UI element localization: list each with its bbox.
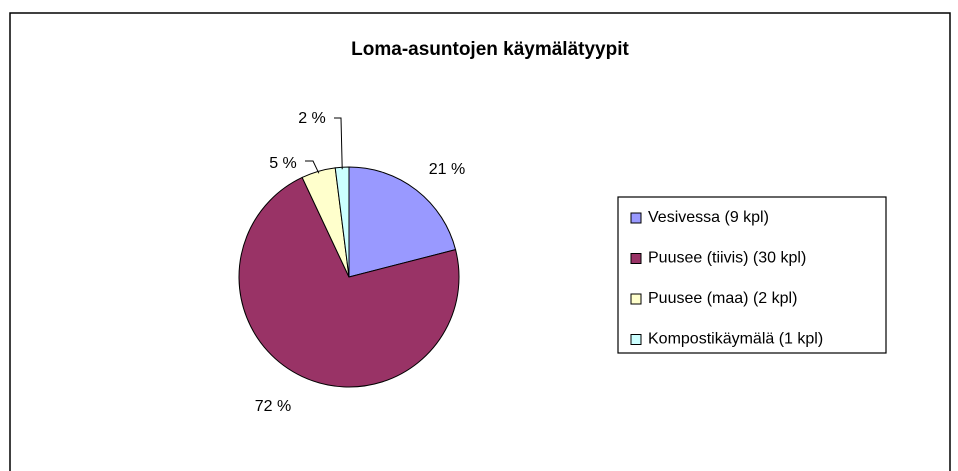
legend-label: Vesivessa (9 kpl) bbox=[648, 209, 769, 226]
data-label: 72 % bbox=[255, 398, 291, 415]
legend-swatch bbox=[630, 212, 642, 224]
legend-label: Kompostikäymälä (1 kpl) bbox=[648, 331, 823, 348]
legend-swatch bbox=[630, 334, 642, 345]
legend-box bbox=[617, 196, 887, 354]
legend-swatch bbox=[630, 253, 642, 264]
leader-line bbox=[305, 160, 320, 174]
data-label: 5 % bbox=[269, 155, 297, 172]
leader-line bbox=[334, 117, 343, 170]
legend-label: Puusee (tiivis) (30 kpl) bbox=[648, 250, 806, 267]
chart-frame bbox=[9, 12, 951, 471]
legend-label: Puusee (maa) (2 kpl) bbox=[648, 290, 797, 307]
pie-slice bbox=[348, 166, 457, 278]
data-label: 21 % bbox=[429, 161, 465, 178]
data-label: 2 % bbox=[298, 110, 326, 127]
chart-title: Loma-asuntojen käymälätyypit bbox=[351, 39, 629, 60]
legend-swatch bbox=[630, 293, 642, 305]
pie-slice bbox=[238, 176, 460, 388]
